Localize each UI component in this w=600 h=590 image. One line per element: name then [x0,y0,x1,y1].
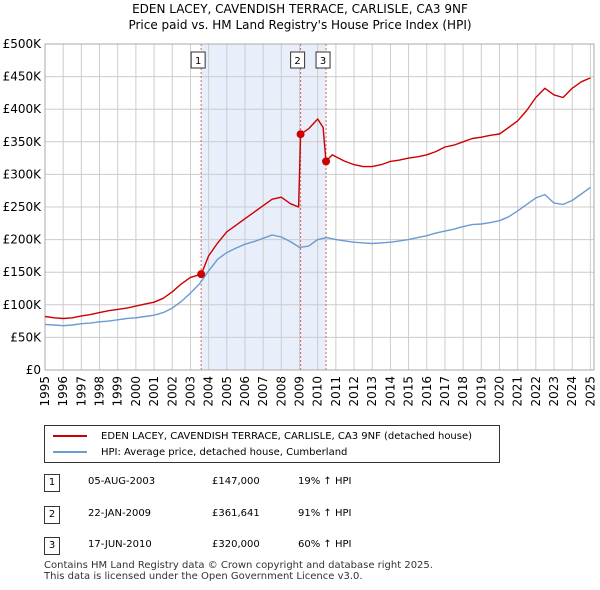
x-tick-label: 2001 [147,376,161,407]
x-tick-label: 1995 [38,376,52,407]
sale-price: £320,000 [212,539,260,550]
sale-point [296,130,305,139]
x-tick-label: 2025 [583,376,597,407]
x-tick-label: 2005 [220,376,234,407]
x-tick-label: 2006 [238,376,252,407]
sale-label-number: 2 [294,56,300,67]
x-tick-label: 2010 [311,376,325,407]
chart-legend: EDEN LACEY, CAVENDISH TERRACE, CARLISLE,… [44,425,500,463]
x-tick-label: 2009 [293,376,307,407]
x-tick-label: 2008 [274,376,288,407]
legend-label-hpi: HPI: Average price, detached house, Cumb… [101,446,348,458]
y-tick-label: £400K [3,102,43,116]
sale-hpi-change: 60% ↑ HPI [298,539,352,550]
y-tick-label: £350K [3,135,43,149]
sale-point [197,270,206,279]
sale-label-box [290,51,306,69]
sale-label-number: 3 [320,56,326,67]
x-tick-label: 2012 [347,376,361,407]
sale-label-number: 1 [195,56,201,67]
sale-price: £147,000 [212,476,260,487]
y-tick-label: £50K [10,330,42,344]
plot-border [44,43,595,371]
x-tick-label: 2004 [202,376,216,407]
y-tick-label: £100K [3,298,43,312]
sale-date: 05-AUG-2003 [88,476,156,487]
x-tick-label: 2016 [420,376,434,407]
sale-date: 22-JAN-2009 [88,508,152,519]
y-tick-label: £200K [3,233,43,247]
x-tick-label: 2018 [456,376,470,407]
x-tick-label: 2000 [129,376,143,407]
x-tick-label: 2020 [492,376,506,407]
sale-label-box [190,51,206,69]
x-tick-label: 2015 [402,376,416,407]
price-chart: £0 £50K £100K £150K £200K £250K £300K £350K £400… [3,37,598,407]
sale-row: 2 22-JAN-2009 £361,641 91% ↑ HPI [44,506,444,524]
x-tick-label: 2011 [329,376,343,407]
footer-line-licence: This data is licensed under the Open Gov… [44,571,363,582]
x-tick-label: 2019 [474,376,488,407]
sale-hpi-change: 91% ↑ HPI [298,508,352,519]
y-tick-label: £450K [3,70,43,84]
sale-date: 17-JUN-2010 [88,539,152,550]
x-tick-label: 1998 [93,376,107,407]
x-tick-label: 2021 [511,376,525,407]
property-price-line [44,77,591,320]
x-tick-label: 2023 [547,376,561,407]
sale-number-badge: 3 [44,537,60,555]
sale-row: 3 17-JUN-2010 £320,000 60% ↑ HPI [44,537,444,555]
sale-row: 1 05-AUG-2003 £147,000 19% ↑ HPI [44,474,444,492]
x-tick-label: 2017 [438,376,452,407]
sale-price: £361,641 [212,508,260,519]
x-tick-label: 2003 [183,376,197,407]
hpi-line [44,186,591,327]
legend-entry-hpi: HPI: Average price, detached house, Cumb… [53,445,347,459]
x-tick-label: 1997 [74,376,88,407]
x-tick-label: 2014 [383,376,397,407]
sale-hpi-change: 19% ↑ HPI [298,476,352,487]
legend-entry-property: EDEN LACEY, CAVENDISH TERRACE, CARLISLE,… [53,429,472,443]
footer-line-copyright: Contains HM Land Registry data © Crown c… [44,560,433,571]
legend-swatch-hpi [53,451,87,453]
footer-attribution: Contains HM Land Registry data © Crown c… [44,560,433,582]
legend-label-property: EDEN LACEY, CAVENDISH TERRACE, CARLISLE,… [101,430,473,442]
y-tick-label: £300K [3,167,43,181]
sale-point [322,157,331,166]
x-tick-label: 1999 [111,376,125,407]
x-tick-label: 2002 [165,376,179,407]
x-tick-label: 2024 [565,376,579,407]
x-tick-label: 2013 [365,376,379,407]
chart-subtitle: Price paid vs. HM Land Registry's House … [128,18,472,32]
x-tick-label: 2007 [256,376,270,407]
sale-number-badge: 2 [44,506,60,524]
sale-label-box [315,51,331,69]
legend-swatch-property [53,435,87,437]
y-tick-label: £500K [3,37,43,51]
chart-title: EDEN LACEY, CAVENDISH TERRACE, CARLISLE,… [132,2,468,16]
y-tick-label: £150K [3,265,43,279]
x-tick-label: 1996 [56,376,70,407]
x-tick-label: 2022 [529,376,543,407]
y-tick-label: £0 [26,363,41,377]
sale-number-badge: 1 [44,474,60,492]
y-tick-label: £250K [3,200,43,214]
